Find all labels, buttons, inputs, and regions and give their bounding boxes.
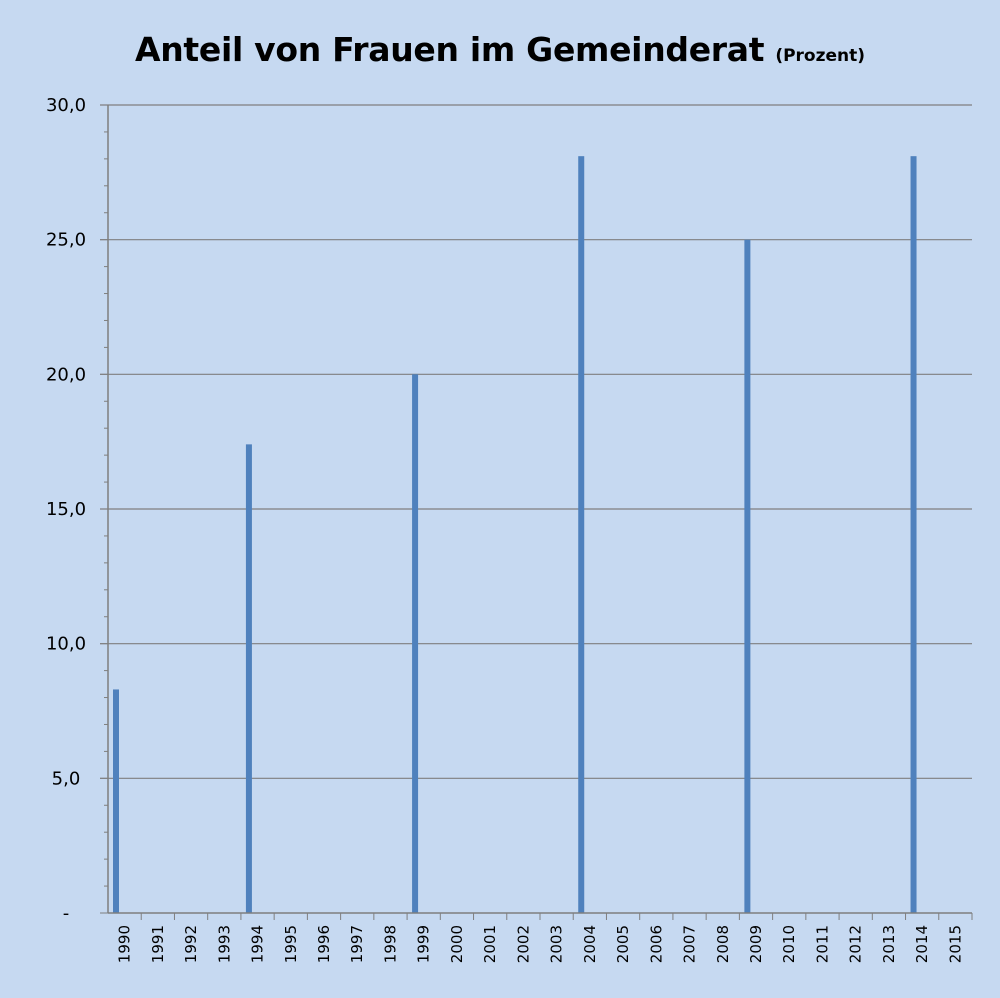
x-tick-label: 2001 — [481, 925, 499, 963]
x-tick-label: 2009 — [747, 925, 765, 963]
x-tick-label: 1997 — [348, 925, 366, 963]
x-tick-label: 1995 — [282, 925, 300, 963]
x-tick-label: 2010 — [780, 925, 798, 963]
x-tick-label: 2007 — [681, 925, 699, 963]
x-tick-label: 1996 — [315, 925, 333, 963]
bar-2004 — [578, 156, 585, 913]
x-tick-label: 1994 — [249, 925, 267, 963]
bar-1999 — [412, 374, 419, 913]
x-tick-label: 2011 — [813, 925, 831, 963]
x-tick-label: 2012 — [847, 925, 865, 963]
bar-2009 — [744, 239, 751, 913]
y-tick-label: 5,0 — [52, 768, 81, 789]
x-tick-label: 2008 — [714, 925, 732, 963]
x-tick-label: 2005 — [614, 925, 632, 963]
chart-subtitle: (Prozent) — [775, 46, 866, 66]
y-tick-label: 30,0 — [46, 95, 86, 116]
x-tick-label: 2006 — [647, 925, 665, 963]
y-tick-label: 15,0 — [46, 499, 86, 520]
x-tick-label: 1992 — [182, 925, 200, 963]
x-tick-label: 1993 — [215, 925, 233, 963]
x-tick-label: 2003 — [548, 925, 566, 963]
x-tick-label: 2014 — [913, 925, 931, 963]
x-tick-label: 2002 — [514, 925, 532, 963]
x-tick-label: 1991 — [149, 925, 167, 963]
y-tick-label: 10,0 — [46, 634, 86, 655]
x-tick-label: 2015 — [946, 925, 964, 963]
x-tick-label: 1999 — [415, 925, 433, 963]
title-block: Anteil von Frauen im Gemeinderat (Prozen… — [0, 30, 1000, 69]
bar-layer — [113, 156, 917, 913]
grid-layer — [100, 104, 972, 779]
bar-2014 — [910, 156, 917, 913]
bar-1990 — [113, 689, 119, 913]
y-tick-label: - — [63, 903, 70, 924]
x-tick-label: 1998 — [381, 925, 399, 963]
y-tick-label: 25,0 — [46, 230, 86, 251]
y-tick-label: 20,0 — [46, 364, 86, 385]
x-tick-label: 2004 — [581, 925, 599, 963]
x-tick-label: 2013 — [880, 925, 898, 963]
x-tick-label: 2000 — [448, 925, 466, 963]
chart-title: Anteil von Frauen im Gemeinderat — [134, 30, 765, 69]
label-layer: - 5,0 10,0 15,0 20,0 25,0 30,0 1990 1991 1992 1993… — [46, 95, 964, 963]
axis-layer — [100, 104, 973, 920]
bar-1994 — [245, 444, 252, 913]
x-tick-label: 1990 — [116, 925, 134, 963]
